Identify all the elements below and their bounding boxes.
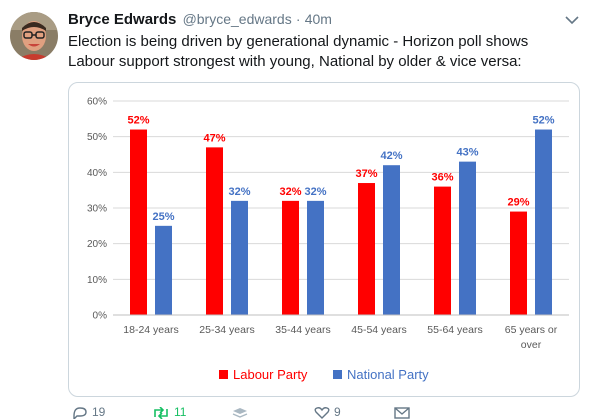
avatar-image [10, 12, 58, 60]
y-tick-label: 20% [87, 239, 107, 250]
y-tick-label: 60% [87, 97, 107, 108]
bar-national [535, 129, 552, 315]
tweet-time[interactable]: 40m [304, 11, 332, 27]
reply-count: 19 [92, 405, 106, 419]
x-tick-label: 25-34 years [199, 324, 254, 336]
bar-labour [434, 186, 451, 315]
data-label-labour: 29% [507, 197, 529, 209]
y-tick-label: 30% [87, 204, 107, 215]
y-tick-label: 40% [87, 168, 107, 179]
author-handle[interactable]: @bryce_edwards [182, 11, 292, 27]
retweet-button[interactable]: 11 [152, 405, 187, 419]
bar-national [231, 200, 248, 315]
x-tick-label: 35-44 years [275, 324, 330, 336]
data-label-labour: 52% [127, 115, 149, 127]
legend-label-national: National Party [347, 367, 429, 382]
x-tick-label: 18-24 years [123, 324, 178, 336]
tweet-text: Election is being driven by generational… [68, 33, 529, 70]
avatar[interactable] [10, 12, 58, 60]
tweet-actions: 19 11 9 [68, 405, 488, 419]
chart-x-axis: 18-24 years 25-34 years 35-44 years 45-54 y… [113, 314, 569, 351]
chart-gridlines [113, 100, 569, 316]
legend-swatch-national [333, 370, 342, 379]
x-tick-label: 65 years or [505, 324, 558, 336]
chart-bars: 52%25%47%32% 32% 32%37%42%36%43%29%52% [127, 115, 555, 315]
separator-dot: · [295, 11, 301, 27]
chevron-down-icon[interactable] [564, 14, 580, 26]
bar-labour [358, 183, 375, 315]
retweet-count: 11 [174, 405, 187, 419]
data-label-national: 32% [228, 186, 250, 198]
x-tick-label: 45-54 years [351, 324, 406, 336]
like-button[interactable]: 9 [314, 405, 341, 419]
y-tick-label: 10% [87, 275, 107, 286]
bar-national [459, 161, 476, 315]
like-count: 9 [334, 405, 341, 419]
legend-label-labour: Labour Party [233, 367, 308, 382]
data-label-national: 25% [152, 211, 174, 223]
stack-button[interactable] [232, 407, 248, 419]
message-button[interactable] [394, 407, 410, 419]
tweet-header: Bryce Edwards @bryce_edwards · 40m [68, 11, 332, 28]
bar-labour [510, 211, 527, 315]
bar-labour [206, 147, 223, 315]
data-label-national: 43% [456, 147, 478, 159]
data-label-national: 52% [532, 115, 554, 127]
y-tick-label: 0% [93, 311, 108, 322]
bar-national [383, 165, 400, 315]
data-label-national: 32% [304, 186, 326, 198]
bar-chart: 0%10%20%30%40%50%60% 52%25%47%32% 32% 32%3… [87, 97, 569, 382]
author-name[interactable]: Bryce Edwards [68, 11, 177, 28]
layers-icon [232, 408, 248, 418]
x-tick-label: over [521, 339, 542, 351]
data-label-national: 42% [380, 150, 402, 162]
reply-icon [73, 407, 87, 419]
chart-y-axis: 0% 10% 20% 30% 40% 50% 60% [87, 97, 107, 322]
bar-national [155, 225, 172, 315]
bar-national [307, 200, 324, 315]
y-tick-label: 50% [87, 132, 107, 143]
data-label-labour: 47% [203, 132, 225, 144]
data-label-labour: 32% [279, 186, 301, 198]
chart-legend: Labour Party National Party [219, 367, 429, 382]
retweet-icon [154, 407, 168, 419]
data-label-labour: 37% [355, 168, 377, 180]
legend-swatch-labour [219, 370, 228, 379]
reply-button[interactable]: 19 [72, 405, 106, 419]
heart-icon [314, 407, 330, 419]
bar-labour [130, 129, 147, 315]
data-label-labour: 36% [431, 172, 453, 184]
envelope-icon [394, 407, 410, 419]
bar-labour [282, 200, 299, 315]
x-tick-label: 55-64 years [427, 324, 482, 336]
tweet-media[interactable]: 0% 10% 20% 30% 40% 50% 60% 52% 25% 47% 32% 32% 32% 3… [68, 82, 580, 397]
